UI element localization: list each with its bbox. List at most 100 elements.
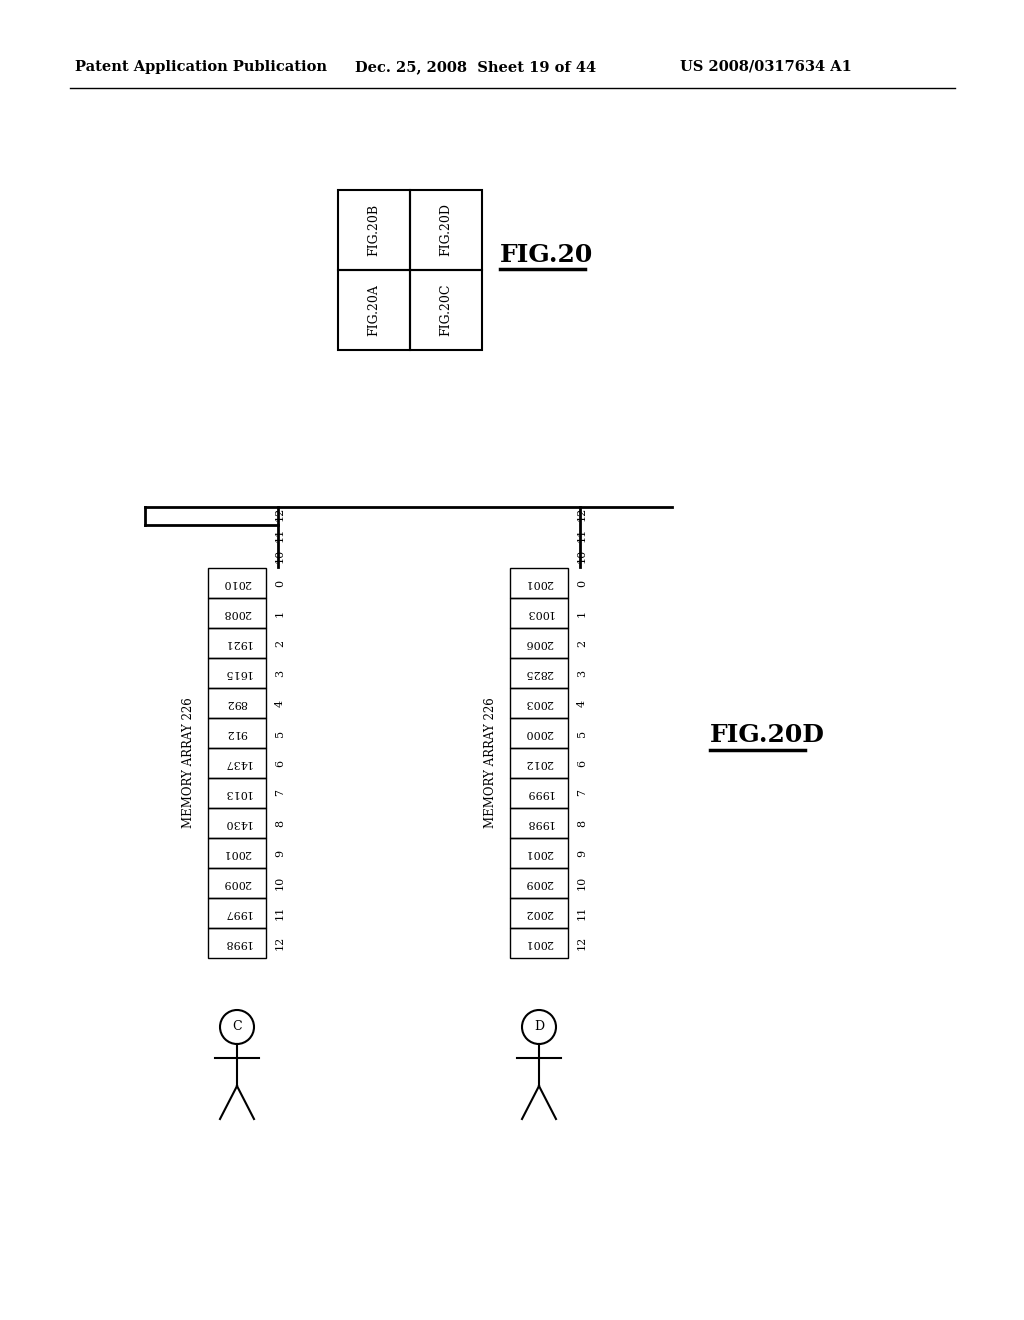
Text: 1: 1 [275, 610, 285, 616]
Text: 892: 892 [226, 698, 248, 708]
Bar [208, 598, 266, 628]
Text: 10: 10 [275, 876, 285, 890]
Text: FIG.20D: FIG.20D [439, 203, 453, 256]
Text: 6: 6 [275, 759, 285, 767]
Bar [510, 898, 568, 928]
Text: 2002: 2002 [524, 908, 553, 917]
Text: 11: 11 [577, 528, 587, 543]
Bar [510, 928, 568, 958]
Bar [208, 568, 266, 598]
Text: 11: 11 [577, 906, 587, 920]
Text: 1: 1 [577, 610, 587, 616]
Bar [510, 657, 568, 688]
Text: 11: 11 [275, 528, 285, 543]
Bar [208, 718, 266, 748]
Text: FIG.20A: FIG.20A [368, 284, 381, 335]
Text: 9: 9 [577, 850, 587, 857]
Text: FIG.20C: FIG.20C [439, 284, 453, 337]
Text: 4: 4 [577, 700, 587, 706]
Bar [410, 190, 482, 271]
Text: 1430: 1430 [223, 818, 251, 828]
Text: 2008: 2008 [223, 609, 251, 618]
Bar [208, 688, 266, 718]
Text: 5: 5 [275, 730, 285, 737]
Text: D: D [534, 1020, 544, 1034]
Bar [208, 898, 266, 928]
Bar [510, 688, 568, 718]
Bar [510, 628, 568, 657]
Text: FIG.20D: FIG.20D [710, 723, 825, 747]
Text: MEMORY ARRAY 226: MEMORY ARRAY 226 [181, 698, 195, 829]
Bar [510, 598, 568, 628]
Text: 2003: 2003 [524, 698, 553, 708]
Text: 2001: 2001 [524, 578, 553, 587]
Text: 2000: 2000 [524, 729, 553, 738]
Text: MEMORY ARRAY 226: MEMORY ARRAY 226 [483, 698, 497, 829]
Bar [510, 808, 568, 838]
Text: 0: 0 [275, 579, 285, 586]
Bar [208, 928, 266, 958]
Text: 6: 6 [577, 759, 587, 767]
Text: 2: 2 [275, 639, 285, 647]
Text: 2001: 2001 [524, 939, 553, 948]
Text: 1998: 1998 [223, 939, 251, 948]
Bar [208, 748, 266, 777]
Text: 10: 10 [275, 549, 285, 564]
Text: Patent Application Publication: Patent Application Publication [75, 59, 327, 74]
Bar [410, 271, 482, 350]
Text: 1997: 1997 [223, 908, 251, 917]
Text: 2009: 2009 [524, 878, 553, 888]
Text: 2: 2 [577, 639, 587, 647]
Text: 2006: 2006 [524, 638, 553, 648]
Bar [208, 628, 266, 657]
Text: 3: 3 [275, 669, 285, 677]
Text: C: C [232, 1020, 242, 1034]
Bar [338, 190, 410, 271]
Text: 2825: 2825 [524, 668, 553, 678]
Text: 2012: 2012 [524, 758, 553, 768]
Text: FIG.20B: FIG.20B [368, 203, 381, 256]
Text: 5: 5 [577, 730, 587, 737]
Bar [510, 838, 568, 869]
Text: 1999: 1999 [524, 788, 553, 799]
Text: 7: 7 [577, 789, 587, 796]
Text: 8: 8 [275, 820, 285, 826]
Bar [510, 777, 568, 808]
Text: 8: 8 [577, 820, 587, 826]
Text: 12: 12 [577, 936, 587, 950]
Text: 12: 12 [577, 507, 587, 521]
Text: 11: 11 [275, 906, 285, 920]
Text: 2010: 2010 [223, 578, 251, 587]
Bar [208, 869, 266, 898]
Text: 1013: 1013 [223, 788, 251, 799]
Text: 2009: 2009 [223, 878, 251, 888]
Text: 2001: 2001 [223, 847, 251, 858]
Text: 1921: 1921 [223, 638, 251, 648]
Text: Dec. 25, 2008  Sheet 19 of 44: Dec. 25, 2008 Sheet 19 of 44 [355, 59, 596, 74]
Bar [338, 271, 410, 350]
Bar [208, 777, 266, 808]
Text: 2001: 2001 [524, 847, 553, 858]
Text: 3: 3 [577, 669, 587, 677]
Text: 12: 12 [275, 936, 285, 950]
Text: 1998: 1998 [524, 818, 553, 828]
Bar [208, 808, 266, 838]
Text: 1615: 1615 [223, 668, 251, 678]
Text: 912: 912 [226, 729, 248, 738]
Text: US 2008/0317634 A1: US 2008/0317634 A1 [680, 59, 852, 74]
Text: 4: 4 [275, 700, 285, 706]
Bar [208, 838, 266, 869]
Bar [510, 568, 568, 598]
Bar [510, 748, 568, 777]
Bar [208, 657, 266, 688]
Text: 9: 9 [275, 850, 285, 857]
Bar [510, 869, 568, 898]
Text: 10: 10 [577, 876, 587, 890]
Text: 7: 7 [275, 789, 285, 796]
Bar [510, 718, 568, 748]
Text: 1003: 1003 [524, 609, 553, 618]
Text: 0: 0 [577, 579, 587, 586]
Text: FIG.20: FIG.20 [500, 243, 593, 267]
Text: 1437: 1437 [223, 758, 251, 768]
Text: 12: 12 [275, 507, 285, 521]
